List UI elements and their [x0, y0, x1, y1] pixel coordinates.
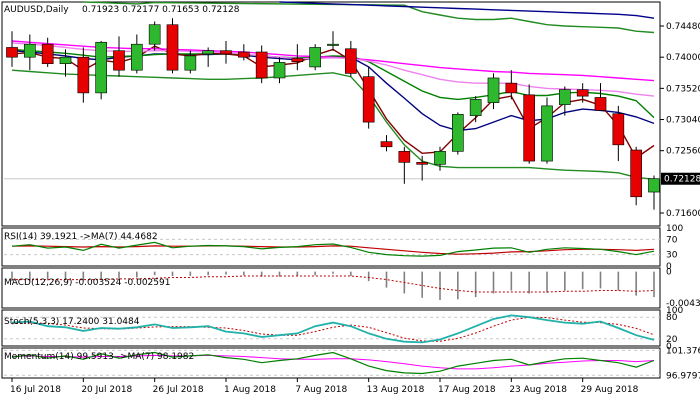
macd-tick-label: -0.004311 — [666, 299, 700, 309]
pane-frame — [1, 1, 661, 227]
candle-body — [648, 178, 660, 193]
candle-body — [273, 62, 286, 79]
price-tick-label: 0.71600 — [666, 209, 700, 219]
macd-tick-label: 0 — [666, 268, 672, 278]
stoch-tick-label: 20 — [666, 335, 678, 345]
candle-body — [630, 149, 642, 198]
current-price-label: 0.72128 — [664, 175, 700, 185]
x-tick-label: 1 Aug 2018 — [224, 385, 276, 395]
candle-body — [220, 50, 232, 55]
momentum-tick-label: 101.3761 — [666, 346, 700, 356]
pane-frame — [1, 347, 661, 379]
pane-frame — [1, 309, 661, 347]
candle-body — [131, 43, 143, 71]
candle-body — [416, 162, 428, 165]
x-tick-label: 16 Jul 2018 — [10, 385, 61, 395]
candle-body — [202, 50, 214, 55]
candle-body — [41, 43, 54, 64]
rsi-tick-label: 0 — [666, 262, 672, 272]
candle-body — [434, 151, 446, 165]
momentum-label: Momentum(14) 99.5913 ->MA(7) 98.1982 — [4, 352, 194, 362]
pane-frame — [1, 267, 661, 309]
stoch-tick-label: 80 — [666, 313, 678, 323]
current-price-box — [661, 172, 700, 185]
stoch-label: Stoch(5,3,3) 17.2400 31.0484 — [4, 317, 140, 327]
x-tick-label: 7 Aug 2018 — [295, 385, 347, 395]
stoch-tick-label: 0 — [666, 342, 672, 352]
price-overlay-line — [11, 45, 655, 159]
candle-body — [184, 55, 197, 71]
chart-header-ohlc: 0.71923 0.72177 0.71653 0.72128 — [82, 5, 240, 15]
rsi-tick-label: 30 — [666, 251, 678, 261]
candle-body — [380, 141, 393, 148]
price-overlay-line — [11, 48, 655, 119]
price-overlay-line — [11, 42, 655, 97]
x-tick-label: 13 Aug 2018 — [367, 385, 425, 395]
candle-body — [166, 24, 179, 71]
candle-body — [541, 105, 553, 162]
price-tick-label: 0.73040 — [666, 116, 700, 126]
candle-body — [255, 51, 268, 79]
price-tick-label: 0.73520 — [666, 84, 700, 94]
candle-body — [612, 113, 625, 146]
price-overlay-line — [279, 1, 655, 19]
price-tick-label: 0.74000 — [666, 53, 700, 63]
rsi-tick-label: 100 — [666, 224, 683, 234]
price-tick-label: 0.72560 — [666, 147, 700, 157]
candle-body — [24, 43, 36, 58]
rsi-label: RSI(14) 39.1921 ->MA(7) 44.4682 — [4, 232, 158, 242]
candle-body — [95, 41, 107, 94]
chart-header-symbol: AUDUSD,Daily — [4, 5, 69, 15]
candle-body — [398, 151, 411, 163]
candle-body — [148, 24, 161, 45]
candle-body — [523, 94, 535, 162]
candle-body — [6, 47, 18, 58]
candle-body — [327, 43, 339, 46]
x-tick-label: 17 Aug 2018 — [438, 385, 496, 395]
price-overlay-line — [83, 1, 655, 34]
candle-body — [309, 47, 321, 68]
candle-body — [238, 51, 250, 58]
candle-body — [559, 89, 571, 105]
pane-frame — [1, 227, 661, 267]
candle-body — [291, 58, 304, 63]
price-overlay-line — [11, 50, 655, 132]
macd-label: MACD(12,26,9) -0.003524 -0.002591 — [4, 278, 170, 288]
x-tick-label: 20 Jul 2018 — [81, 385, 132, 395]
price-overlay-line — [11, 69, 655, 180]
candle-body — [505, 82, 518, 94]
candle-body — [362, 76, 375, 123]
x-tick-label: 29 Aug 2018 — [581, 385, 639, 395]
candle-body — [452, 114, 464, 152]
x-tick-label: 23 Aug 2018 — [509, 385, 567, 395]
candle-body — [59, 56, 72, 64]
stoch-k-line — [11, 314, 655, 344]
price-tick-label: 0.74480 — [666, 22, 700, 32]
candle-body — [113, 50, 125, 71]
stoch-tick-label: 100 — [666, 306, 683, 316]
momentum-tick-label: 96.9797 — [666, 371, 700, 381]
candle-body — [576, 89, 589, 97]
x-tick-label: 26 Jul 2018 — [153, 385, 204, 395]
rsi-tick-label: 70 — [666, 235, 678, 245]
momentum-ma-line — [11, 354, 655, 370]
rsi-line — [11, 241, 655, 257]
candle-body — [345, 48, 357, 74]
candle-body — [469, 99, 482, 116]
candle-body — [487, 77, 500, 103]
candle-body — [594, 97, 607, 111]
rsi-ma-line — [11, 245, 655, 255]
candle-body — [77, 56, 90, 94]
momentum-line — [11, 351, 655, 375]
macd-signal-line — [12, 275, 655, 293]
